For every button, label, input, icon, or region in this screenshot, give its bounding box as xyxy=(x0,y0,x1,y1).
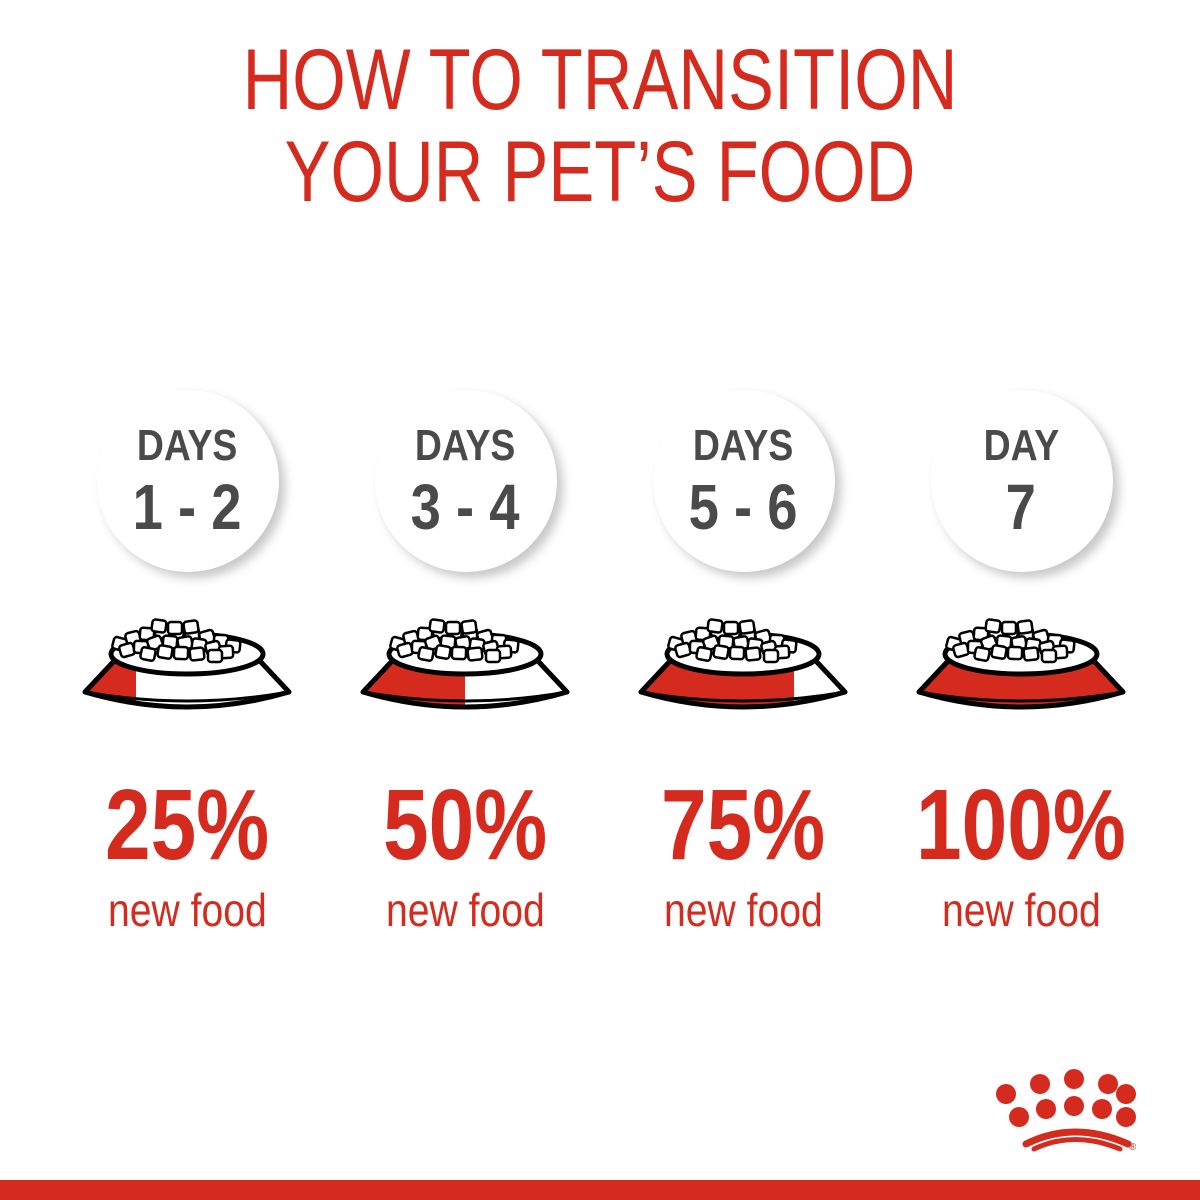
percent-value: 100% xyxy=(916,769,1126,881)
day-circle xyxy=(97,390,279,572)
new-food-fill xyxy=(85,660,136,704)
title-line-2: YOUR PET’S FOOD xyxy=(284,124,916,220)
food-bowl-icon xyxy=(638,618,848,710)
day-circle xyxy=(653,390,835,572)
food-bowl-icon xyxy=(916,618,1126,710)
day-range: 7 xyxy=(1005,471,1037,543)
day-label: DAYS xyxy=(136,421,238,470)
svg-text:®: ® xyxy=(1129,1142,1136,1152)
new-food-fill xyxy=(919,660,1123,707)
food-bowl-icon xyxy=(360,618,570,710)
day-range: 3 - 4 xyxy=(410,471,520,543)
title-line-1: HOW TO TRANSITION xyxy=(242,32,958,128)
page-title: HOW TO TRANSITION YOUR PET’S FOOD xyxy=(0,34,1200,218)
new-food-caption: new food xyxy=(385,884,545,936)
crown-logo: ® xyxy=(996,1069,1136,1152)
day-range: 1 - 2 xyxy=(132,471,242,543)
day-label: DAYS xyxy=(692,421,794,470)
percent-value: 25% xyxy=(104,769,270,881)
day-circle xyxy=(931,390,1113,572)
day-label: DAYS xyxy=(414,421,516,470)
food-bowl-icon xyxy=(82,618,292,710)
new-food-caption: new food xyxy=(107,884,267,936)
new-food-caption: new food xyxy=(941,884,1101,936)
new-food-caption: new food xyxy=(663,884,823,936)
bottom-accent-bar xyxy=(0,1180,1200,1200)
day-circle xyxy=(375,390,557,572)
day-label: DAY xyxy=(983,421,1059,470)
percent-value: 50% xyxy=(382,769,548,881)
day-range: 5 - 6 xyxy=(688,471,798,543)
percent-value: 75% xyxy=(660,769,826,881)
